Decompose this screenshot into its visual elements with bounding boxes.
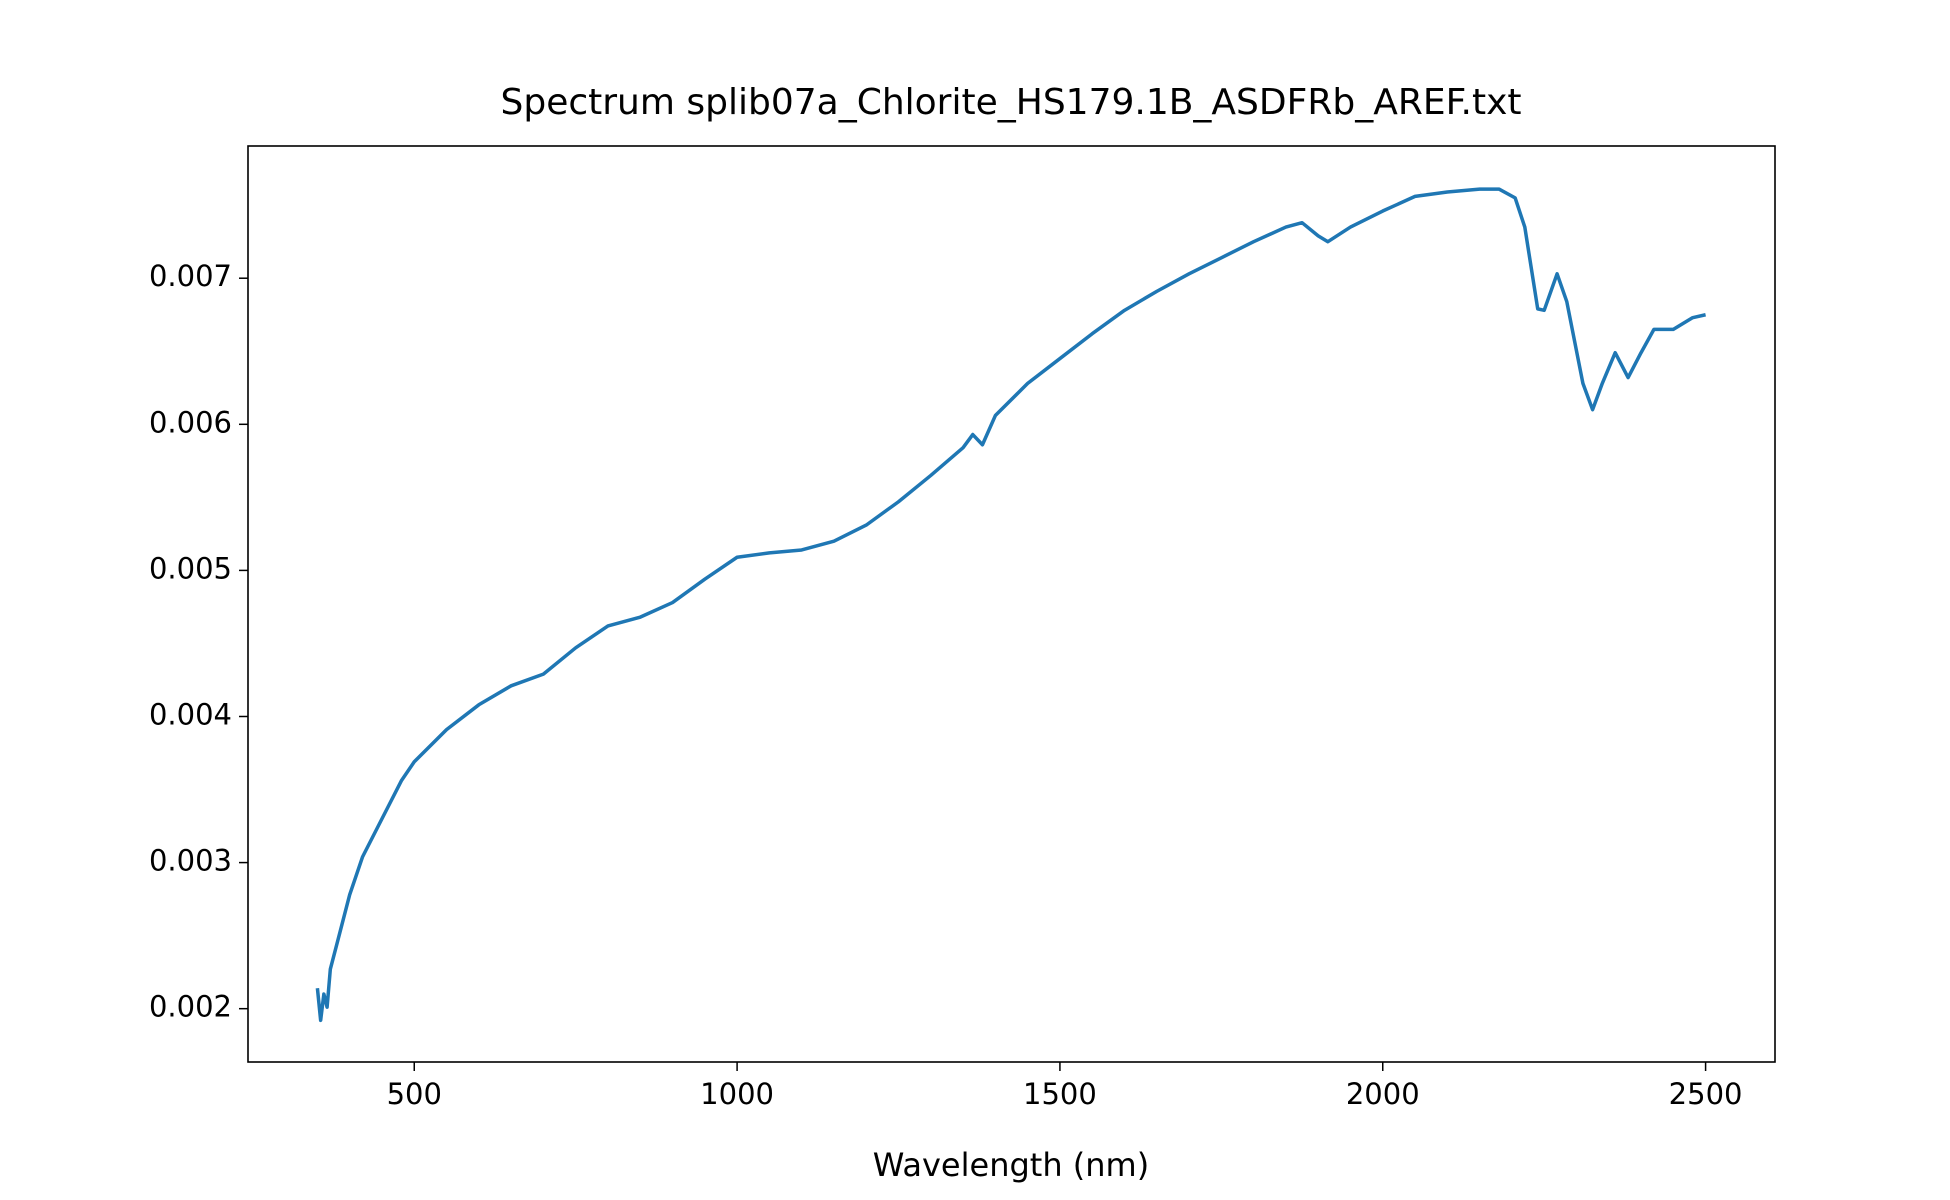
y-tick-label: 0.004 <box>149 697 232 731</box>
x-axis-label: Wavelength (nm) <box>873 1146 1149 1184</box>
y-tick-label: 0.005 <box>149 551 232 585</box>
x-tick-label: 1500 <box>1023 1077 1097 1111</box>
x-tick-label: 2000 <box>1346 1077 1420 1111</box>
y-tick-label: 0.003 <box>149 844 232 878</box>
y-tick-label: 0.002 <box>149 990 232 1024</box>
x-tick-label: 1000 <box>700 1077 774 1111</box>
y-tick-label: 0.006 <box>149 405 232 439</box>
plot-frame <box>247 145 1776 1063</box>
y-tick-label: 0.007 <box>149 259 232 293</box>
chart-title: Spectrum splib07a_Chlorite_HS179.1B_ASDF… <box>500 82 1521 123</box>
data-line <box>315 187 1706 1023</box>
x-tick-label: 2500 <box>1669 1077 1743 1111</box>
x-tick-label: 500 <box>387 1077 442 1111</box>
